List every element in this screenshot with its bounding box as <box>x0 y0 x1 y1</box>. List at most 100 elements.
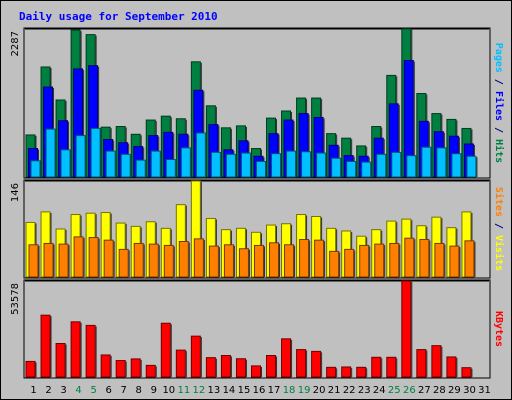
bar-kbytes-day-10 <box>160 322 171 378</box>
chart-panels: 2287 Pages / Files / Hits 146 Sites / Visit… <box>10 27 505 379</box>
bar-sites-day-19 <box>299 239 310 278</box>
bar-pages-day-1 <box>30 160 41 178</box>
bar-pages-day-15 <box>240 152 251 178</box>
bar-sites-day-27 <box>419 239 430 278</box>
bar-pages-day-25 <box>391 151 402 178</box>
bar-sites-day-26 <box>404 237 415 278</box>
bar-kbytes-day-19 <box>296 349 307 378</box>
bar-pages-day-17 <box>271 153 282 178</box>
x-tick-label-13: 13 <box>208 385 221 396</box>
panel-hits-files-pages: 2287 Pages / Files / Hits <box>10 27 505 179</box>
x-tick-label-28: 28 <box>433 385 446 396</box>
bar-sites-day-18 <box>284 244 295 278</box>
bar-sites-day-3 <box>58 243 69 278</box>
x-tick-label-11: 11 <box>177 385 190 396</box>
bar-kbytes-day-20 <box>311 350 322 378</box>
x-tick-label-26: 26 <box>403 385 416 396</box>
x-tick-label-6: 6 <box>105 385 111 396</box>
bar-pages-day-5 <box>90 127 101 178</box>
x-tick-label-2: 2 <box>45 385 51 396</box>
x-tick-label-22: 22 <box>343 385 356 396</box>
bar-kbytes-day-5 <box>85 324 96 378</box>
series-label: Pages / Files / Hits <box>493 43 505 163</box>
series-label-part: / <box>493 217 504 235</box>
bar-kbytes-day-6 <box>100 354 111 378</box>
bar-sites-day-25 <box>389 242 400 278</box>
bar-pages-day-6 <box>105 150 116 178</box>
x-tick-label-9: 9 <box>151 385 157 396</box>
x-tick-label-21: 21 <box>328 385 341 396</box>
bar-sites-day-5 <box>88 237 99 278</box>
bar-pages-day-9 <box>150 150 161 178</box>
bar-kbytes-day-14 <box>220 354 231 378</box>
x-tick-label-30: 30 <box>463 385 476 396</box>
bar-kbytes-day-24 <box>371 356 382 378</box>
bar-kbytes-day-16 <box>250 365 261 378</box>
y-max-label: 53578 <box>10 283 21 315</box>
bar-sites-day-10 <box>163 244 174 278</box>
bar-pages-day-14 <box>225 153 236 178</box>
x-tick-label-8: 8 <box>136 385 142 396</box>
y-max-label: 2287 <box>10 31 21 56</box>
bar-kbytes-day-26 <box>401 280 412 378</box>
bar-kbytes-day-30 <box>461 367 472 378</box>
x-tick-label-18: 18 <box>283 385 296 396</box>
bar-pages-day-11 <box>180 147 191 178</box>
x-tick-label-14: 14 <box>223 385 236 396</box>
bar-sites-day-2 <box>43 242 54 278</box>
bar-sites-day-7 <box>118 248 129 278</box>
bar-pages-day-20 <box>316 152 327 178</box>
series-label-part: Files <box>493 91 505 121</box>
bar-kbytes-day-27 <box>416 349 427 378</box>
series-label-part: Sites <box>493 187 505 217</box>
bar-kbytes-day-15 <box>235 358 246 378</box>
bar-pages-day-3 <box>60 149 71 178</box>
x-axis-labels: 1 2 3 4 5 6 7 8 9 10 11 12 13 14 15 16 17 18 19 20 21 22 23 24 2… <box>30 385 491 396</box>
chart-title: Daily usage for September 2010 <box>19 10 218 23</box>
y-max-label: 146 <box>10 183 21 202</box>
bar-kbytes-day-29 <box>446 356 457 378</box>
bar-sites-day-1 <box>28 244 39 278</box>
bar-pages-day-7 <box>120 153 131 178</box>
bar-kbytes-day-28 <box>431 345 442 378</box>
x-tick-label-25: 25 <box>388 385 401 396</box>
bar-pages-day-12 <box>195 132 206 178</box>
bar-kbytes-day-13 <box>205 357 216 378</box>
bar-sites-day-29 <box>449 245 460 278</box>
bar-kbytes-day-2 <box>40 314 51 378</box>
bar-sites-day-9 <box>148 243 159 278</box>
bar-pages-day-19 <box>301 151 312 178</box>
series-label-part: Visits <box>493 235 505 271</box>
bar-sites-day-28 <box>434 242 445 278</box>
bar-sites-day-8 <box>133 242 144 278</box>
bar-kbytes-day-8 <box>130 358 141 378</box>
bar-sites-day-12 <box>193 238 204 278</box>
x-tick-label-24: 24 <box>373 385 386 396</box>
bar-sites-day-11 <box>178 240 189 278</box>
bar-pages-day-2 <box>45 128 56 178</box>
bar-kbytes-day-7 <box>115 360 126 378</box>
bar-pages-day-16 <box>255 160 266 178</box>
series-label-part: / <box>493 73 504 91</box>
x-tick-label-29: 29 <box>448 385 461 396</box>
bar-kbytes-day-4 <box>70 321 81 378</box>
series-label-part: Hits <box>493 139 505 163</box>
panel-visits-sites: 146 Sites / Visits <box>10 179 505 279</box>
bar-kbytes-day-25 <box>386 356 397 378</box>
series-label-part: / <box>493 121 504 139</box>
bar-kbytes-day-18 <box>281 338 292 378</box>
x-tick-label-4: 4 <box>75 385 81 396</box>
x-tick-label-3: 3 <box>60 385 66 396</box>
bar-pages-day-4 <box>75 135 86 178</box>
bar-sites-day-6 <box>103 239 114 278</box>
bar-pages-day-28 <box>436 147 447 178</box>
bar-sites-day-16 <box>253 244 264 278</box>
bar-pages-day-26 <box>406 155 417 178</box>
bar-kbytes-day-9 <box>145 364 156 378</box>
x-tick-label-31: 31 <box>478 385 491 396</box>
bar-pages-day-27 <box>421 146 432 178</box>
bar-sites-day-21 <box>329 250 340 278</box>
bar-kbytes-day-11 <box>175 349 186 378</box>
bar-pages-day-10 <box>165 159 176 178</box>
